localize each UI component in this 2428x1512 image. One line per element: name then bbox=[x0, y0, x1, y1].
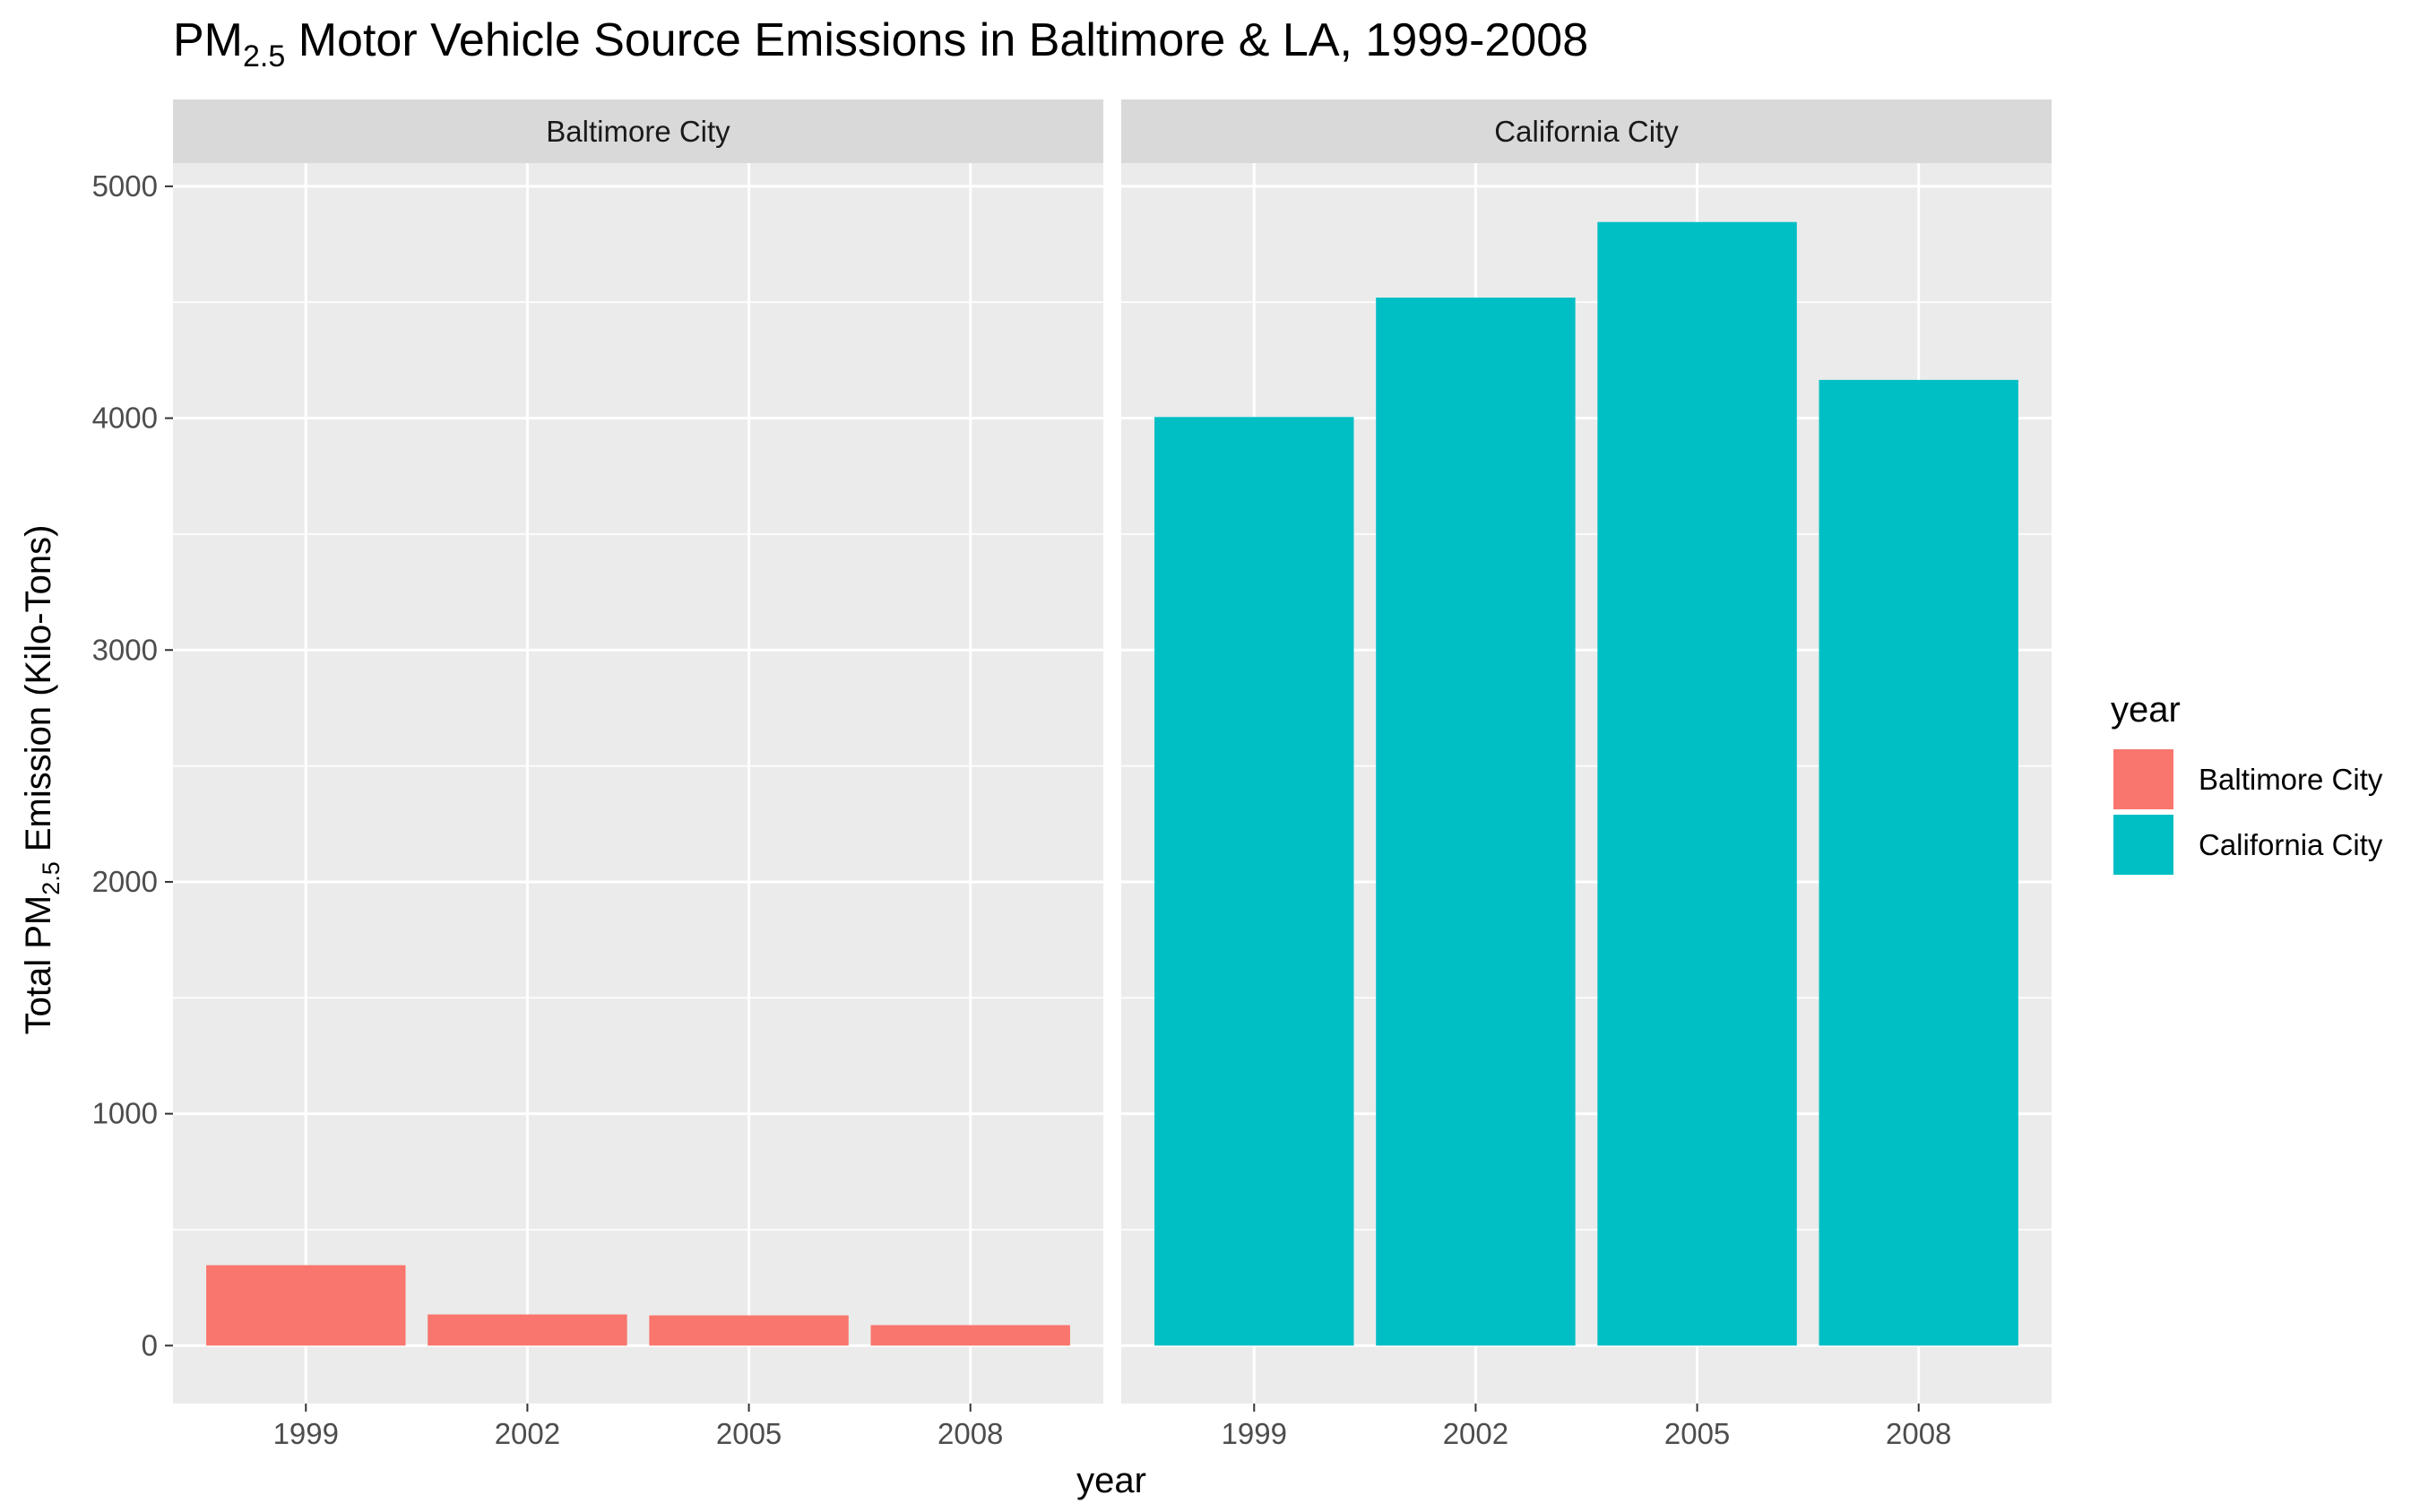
legend-swatch bbox=[2113, 749, 2173, 809]
y-tick-label: 2000 bbox=[92, 865, 158, 898]
x-tick-label: 2005 bbox=[716, 1417, 782, 1450]
x-tick-label: 2002 bbox=[1443, 1417, 1508, 1450]
y-tick-label: 4000 bbox=[92, 402, 158, 435]
y-axis-title-suffix: Emission (Kilo-Tons) bbox=[19, 525, 58, 862]
facet-panel: California City 1999 2002 2005 2008 bbox=[1121, 99, 2052, 1450]
y-axis-title-prefix: Total PM bbox=[19, 895, 58, 1035]
facet-strip bbox=[1121, 99, 2052, 163]
bar bbox=[1819, 379, 2018, 1346]
chart-title: PM2.5 Motor Vehicle Source Emissions in … bbox=[173, 14, 1588, 73]
legend-title: year bbox=[2111, 690, 2181, 730]
legend-label: Baltimore City bbox=[2199, 763, 2383, 796]
x-tick-label: 2008 bbox=[1886, 1417, 1951, 1450]
y-axis-title: Total PM2.5 Emission (Kilo-Tons) bbox=[19, 525, 65, 1035]
facet-strip-label: California City bbox=[1494, 115, 1679, 148]
legend-swatch bbox=[2113, 815, 2173, 875]
facet-strip bbox=[173, 99, 1103, 163]
bar bbox=[1597, 221, 1797, 1346]
chart-title-prefix: PM bbox=[173, 14, 243, 66]
facet-panel: Baltimore City 1999 2002 2005 2008 bbox=[173, 99, 1103, 1450]
y-tick-label: 1000 bbox=[92, 1097, 158, 1130]
panel-background bbox=[173, 163, 1103, 1404]
chart-title-suffix: Motor Vehicle Source Emissions in Baltim… bbox=[285, 14, 1588, 66]
legend-label: California City bbox=[2199, 828, 2383, 861]
x-tick-label: 2008 bbox=[938, 1417, 1003, 1450]
x-axis-title: year bbox=[1076, 1461, 1146, 1500]
y-tick-label: 3000 bbox=[92, 633, 158, 666]
x-tick-label: 2002 bbox=[495, 1417, 560, 1450]
bar bbox=[206, 1265, 406, 1346]
y-axis-title-subscript: 2.5 bbox=[38, 861, 65, 895]
chart-title-subscript: 2.5 bbox=[243, 39, 285, 73]
bar bbox=[870, 1325, 1070, 1346]
bar bbox=[649, 1315, 849, 1346]
x-tick-label: 2005 bbox=[1664, 1417, 1730, 1450]
bar bbox=[1154, 417, 1354, 1346]
y-tick-label: 0 bbox=[142, 1328, 158, 1361]
bar bbox=[428, 1314, 627, 1346]
x-tick-label: 1999 bbox=[273, 1417, 339, 1450]
facet-strip-label: Baltimore City bbox=[546, 115, 730, 148]
legend: year Baltimore City California City bbox=[2111, 690, 2383, 875]
y-axis: 0 1000 2000 3000 4000 5000 bbox=[92, 169, 173, 1361]
bar bbox=[1376, 298, 1576, 1346]
x-tick-label: 1999 bbox=[1222, 1417, 1287, 1450]
y-tick-label: 5000 bbox=[92, 169, 158, 203]
